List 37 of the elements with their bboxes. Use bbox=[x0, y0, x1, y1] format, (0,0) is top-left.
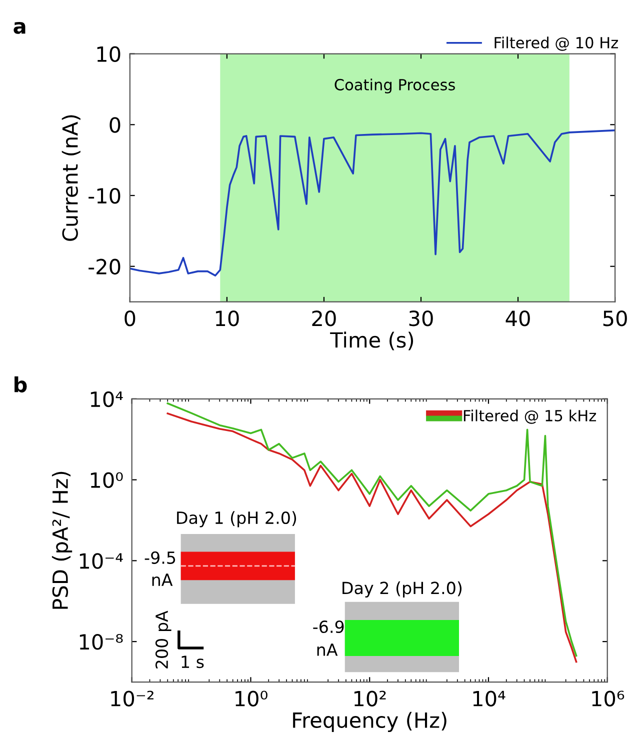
y-tick-label: -20 bbox=[88, 258, 120, 275]
y-axis-title: Current (nA) bbox=[62, 115, 80, 241]
y-tick-label: -10 bbox=[88, 188, 120, 204]
legend-label: Filtered @ 15 kHz bbox=[464, 410, 596, 424]
annotation: 200 pA bbox=[155, 610, 172, 668]
annotation: nA bbox=[152, 574, 173, 586]
line-series bbox=[130, 129, 616, 276]
x-tick-label: 40 bbox=[506, 310, 530, 326]
annotation: Day 1 (pH 2.0) bbox=[177, 511, 296, 528]
y-tick-label: 10⁻⁸ bbox=[80, 634, 123, 650]
annotation: nA bbox=[317, 644, 338, 656]
x-tick-label: 10 bbox=[216, 310, 239, 326]
x-tick-label: 30 bbox=[409, 310, 433, 326]
annotation: Day 2 (pH 2.0) bbox=[342, 581, 462, 598]
x-tick-label: 10⁶ bbox=[592, 690, 624, 706]
chart-title: a bbox=[14, 22, 26, 34]
x-tick-label: 10⁻² bbox=[111, 690, 154, 706]
x-axis-title: Frequency (Hz) bbox=[293, 712, 446, 732]
band-label: Coating Process bbox=[334, 78, 455, 94]
annotation: -6.9 bbox=[313, 620, 344, 634]
x-tick-label: 10² bbox=[354, 690, 386, 706]
y-tick-label: 0 bbox=[110, 117, 120, 133]
annotation: -9.5 bbox=[144, 551, 176, 564]
x-tick-label: 50 bbox=[603, 310, 627, 326]
annotation: 1 s bbox=[182, 656, 204, 668]
x-tick-label: 0 bbox=[124, 310, 136, 326]
y-tick-label: 10 bbox=[97, 46, 120, 62]
x-tick-label: 10⁰ bbox=[236, 690, 268, 706]
y-tick-label: 10⁴ bbox=[90, 391, 123, 408]
y-tick-label: 10⁰ bbox=[90, 472, 123, 488]
x-tick-label: 10⁴ bbox=[473, 690, 506, 706]
chart-title: b bbox=[14, 376, 27, 392]
y-axis-title: PSD (pA²/ Hz) bbox=[52, 472, 72, 609]
x-tick-label: 20 bbox=[312, 310, 336, 326]
y-tick-label: 10⁻⁴ bbox=[80, 553, 123, 569]
legend-label: Filtered @ 10 Hz bbox=[494, 36, 618, 51]
x-axis-title: Time (s) bbox=[330, 332, 414, 350]
